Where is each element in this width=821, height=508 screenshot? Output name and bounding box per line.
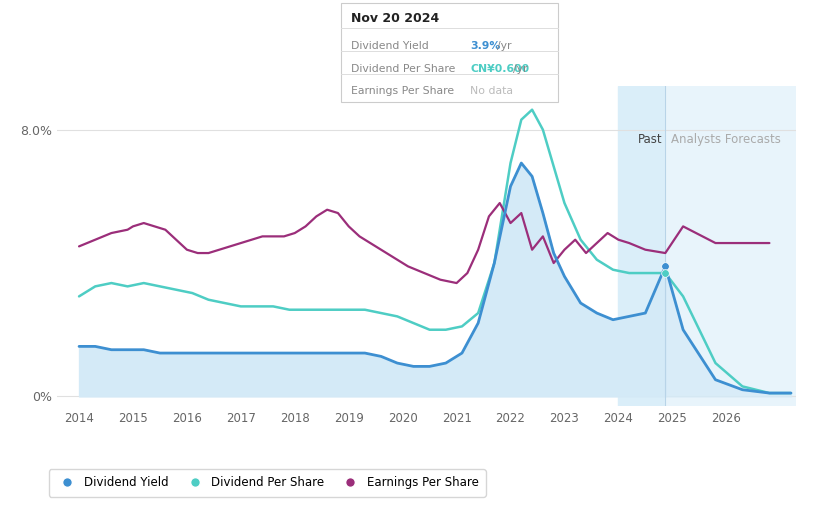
Text: /yr: /yr xyxy=(513,64,528,74)
Text: Dividend Yield: Dividend Yield xyxy=(351,41,429,51)
Text: Dividend Per Share: Dividend Per Share xyxy=(351,64,455,74)
Text: /yr: /yr xyxy=(497,41,511,51)
Text: Past: Past xyxy=(638,133,663,146)
Bar xyxy=(618,86,665,406)
Text: CN¥0.600: CN¥0.600 xyxy=(470,64,530,74)
Text: Nov 20 2024: Nov 20 2024 xyxy=(351,12,438,25)
Text: Analysts Forecasts: Analysts Forecasts xyxy=(671,133,781,146)
Bar xyxy=(665,86,796,406)
Text: Earnings Per Share: Earnings Per Share xyxy=(351,86,454,97)
Text: 3.9%: 3.9% xyxy=(470,41,501,51)
Legend: Dividend Yield, Dividend Per Share, Earnings Per Share: Dividend Yield, Dividend Per Share, Earn… xyxy=(48,469,486,496)
Text: No data: No data xyxy=(470,86,513,97)
